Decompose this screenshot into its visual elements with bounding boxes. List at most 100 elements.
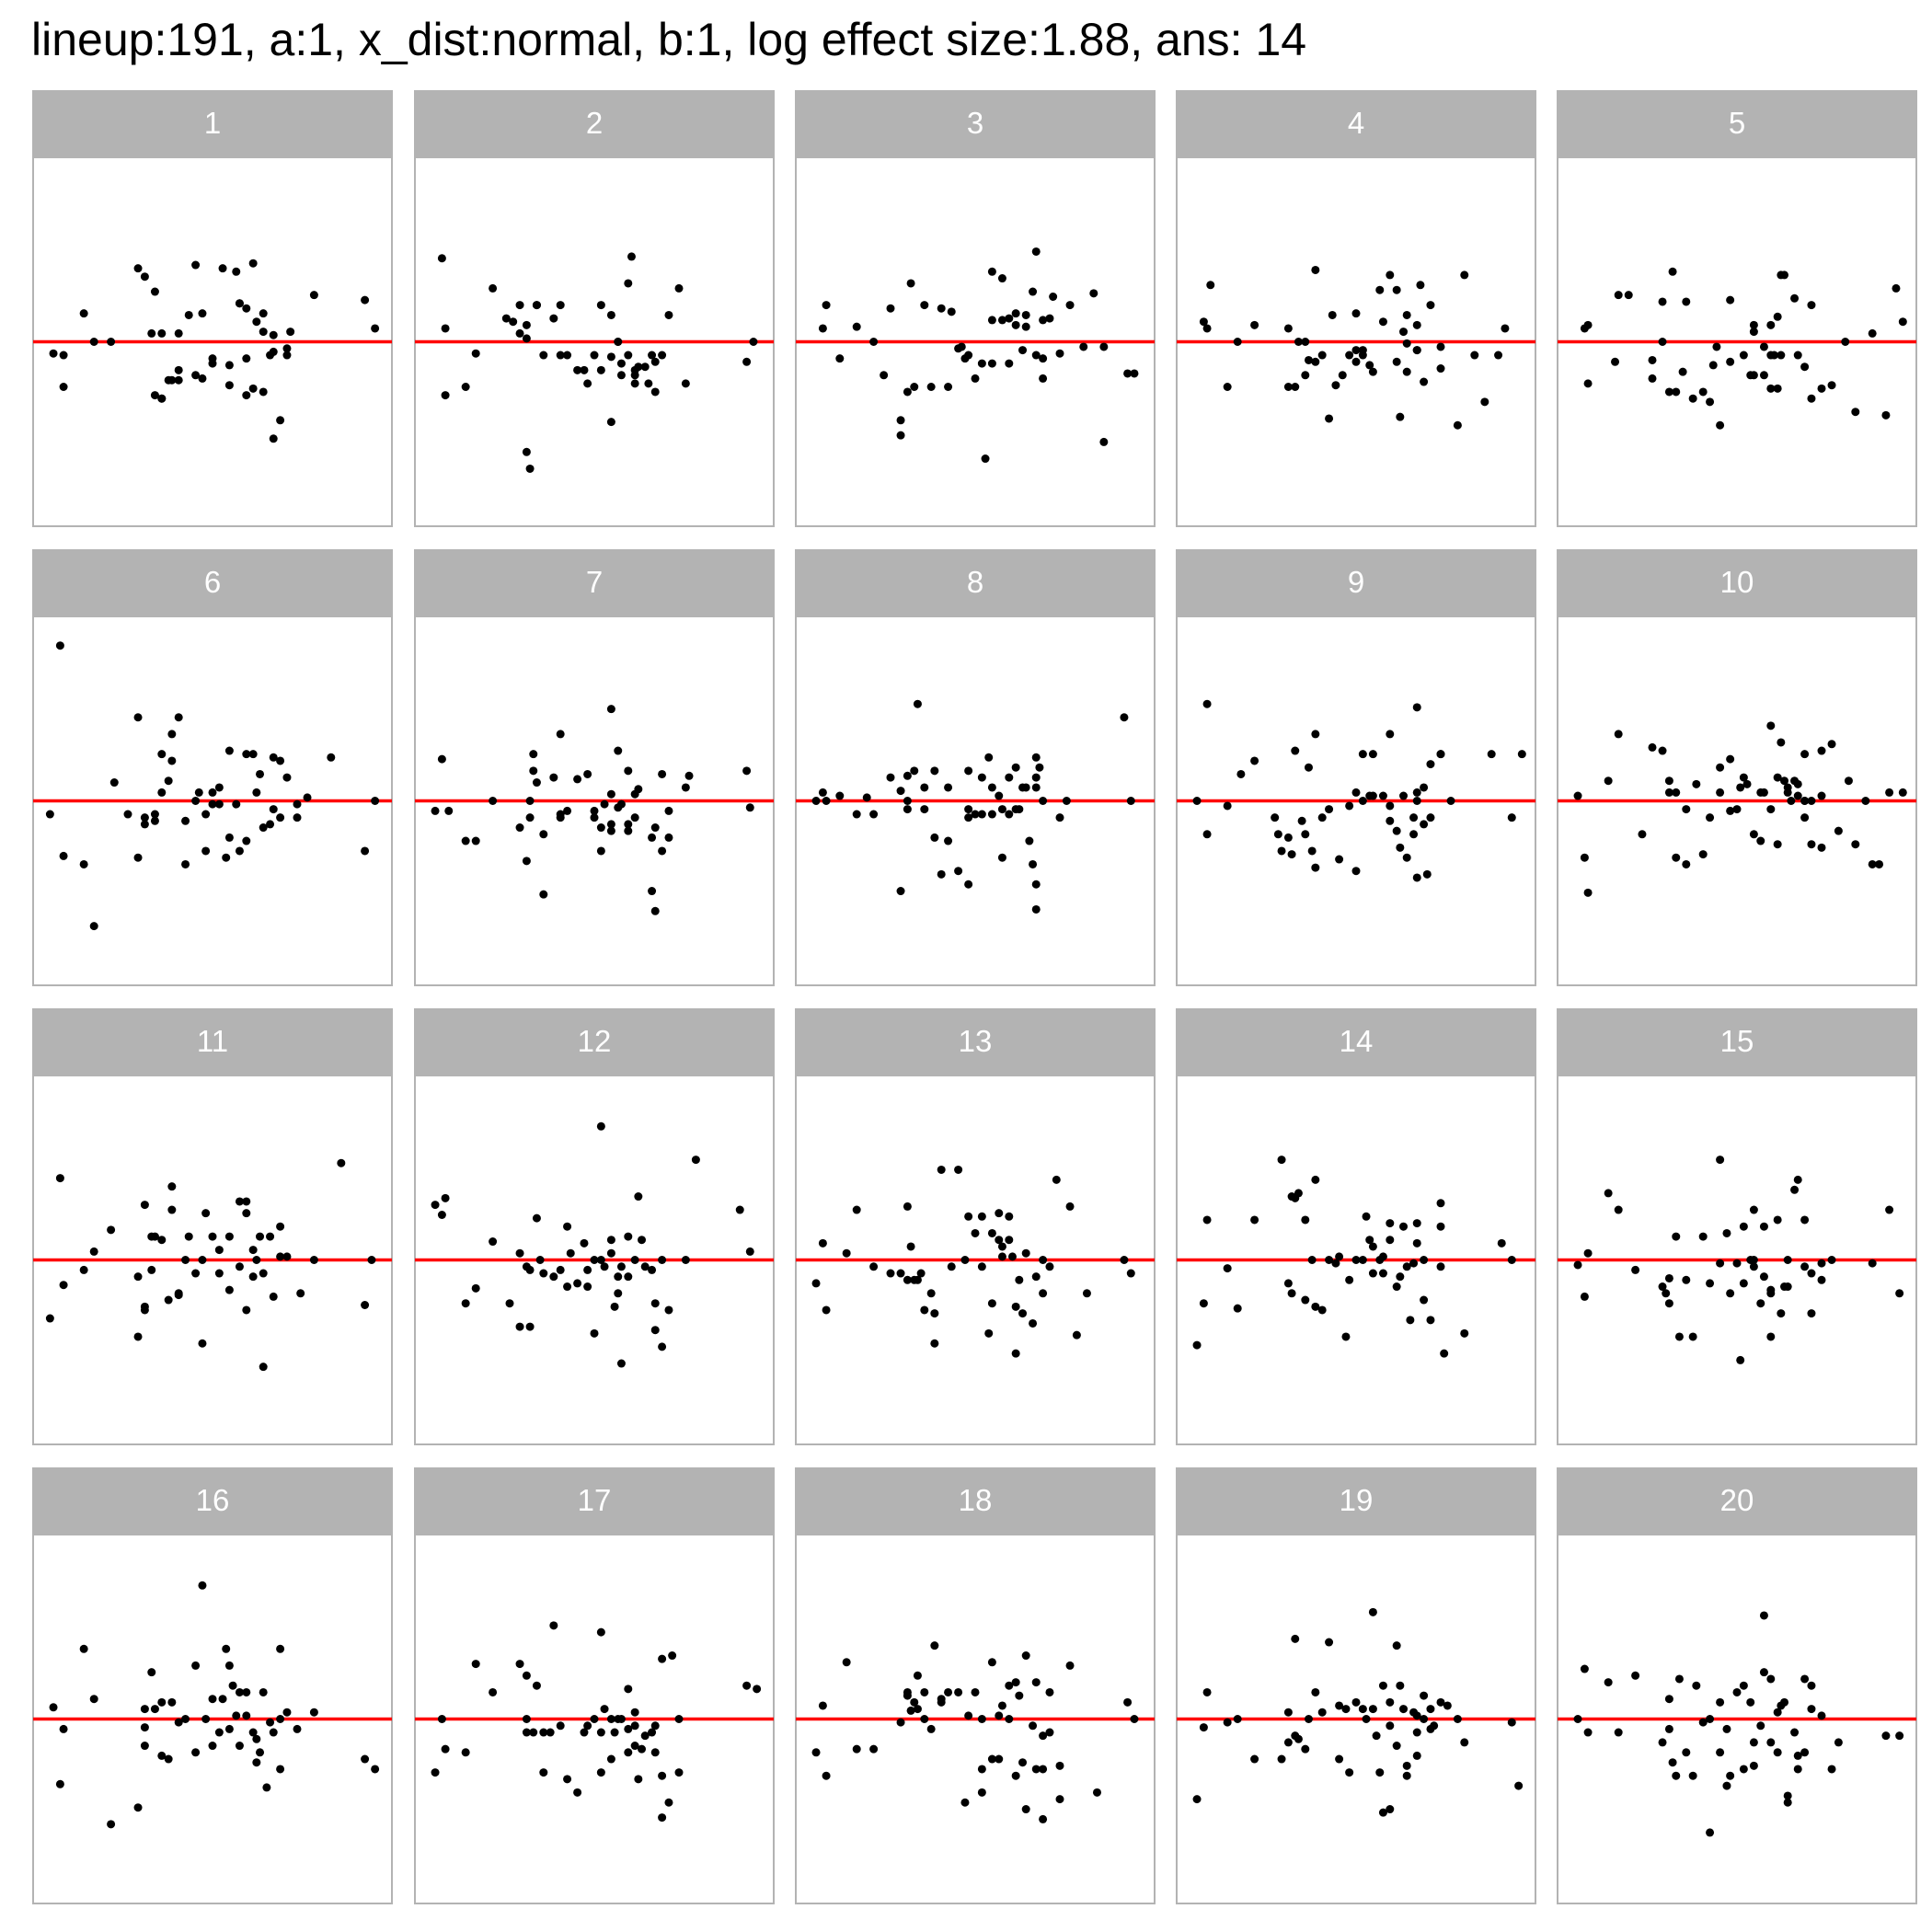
- data-point: [1514, 1781, 1524, 1790]
- data-point: [1868, 1259, 1877, 1268]
- data-point: [1250, 1215, 1259, 1225]
- data-point: [208, 1742, 217, 1751]
- data-point: [1386, 1697, 1395, 1707]
- data-point: [235, 1197, 244, 1206]
- data-point: [1005, 1236, 1014, 1245]
- data-point: [630, 1721, 639, 1731]
- data-point: [835, 354, 845, 363]
- data-point: [563, 806, 572, 815]
- data-point: [818, 788, 827, 797]
- data-point: [1392, 285, 1401, 294]
- plot-area: [1176, 1534, 1536, 1904]
- data-point: [529, 750, 538, 759]
- facet-label: 19: [1339, 1483, 1374, 1517]
- data-point: [1277, 1156, 1286, 1165]
- data-point: [1759, 342, 1768, 351]
- data-point: [1011, 1302, 1020, 1311]
- facet-panel: 19: [1176, 1467, 1536, 1904]
- data-point: [590, 806, 599, 815]
- data-point: [1029, 287, 1038, 296]
- data-point: [248, 1246, 258, 1255]
- data-point: [1658, 746, 1667, 755]
- data-point: [248, 750, 258, 759]
- data-point: [971, 810, 980, 819]
- data-point: [606, 310, 615, 319]
- data-point: [610, 1302, 619, 1311]
- data-point: [529, 766, 538, 776]
- data-point: [515, 1248, 524, 1258]
- data-point: [1800, 362, 1810, 372]
- data-point: [1716, 1156, 1725, 1165]
- data-point: [361, 295, 370, 305]
- data-point: [276, 1644, 285, 1653]
- data-point: [55, 1174, 64, 1183]
- data-point: [1368, 367, 1377, 376]
- data-point: [1236, 769, 1246, 778]
- data-point: [1335, 1701, 1344, 1710]
- data-point: [167, 756, 177, 765]
- data-point: [818, 1238, 827, 1248]
- data-point: [1273, 830, 1282, 839]
- data-point: [1294, 1734, 1303, 1743]
- data-point: [1420, 820, 1429, 829]
- data-point: [539, 830, 548, 839]
- data-point: [140, 272, 149, 282]
- data-point: [1311, 1302, 1320, 1311]
- data-point: [1517, 750, 1526, 759]
- data-point: [735, 1205, 744, 1214]
- plot-area: [1557, 156, 1917, 527]
- data-point: [489, 1237, 498, 1247]
- data-point: [371, 1765, 380, 1774]
- data-point: [1039, 1289, 1048, 1298]
- data-point: [596, 846, 605, 856]
- facet-label: 12: [577, 1024, 612, 1058]
- scatter-plot: [1176, 1075, 1536, 1445]
- data-point: [89, 922, 98, 931]
- data-point: [1807, 394, 1816, 403]
- data-point: [910, 383, 919, 392]
- facet-panel: 3: [795, 90, 1156, 527]
- data-point: [441, 1744, 450, 1754]
- data-point: [596, 1768, 605, 1777]
- data-point: [1749, 830, 1758, 839]
- data-point: [1773, 840, 1782, 849]
- data-point: [1678, 367, 1687, 376]
- data-point: [971, 1228, 980, 1237]
- data-point: [1662, 1289, 1671, 1298]
- data-point: [522, 1715, 531, 1723]
- data-point: [1126, 1269, 1135, 1278]
- facet-label: 7: [585, 565, 604, 599]
- data-point: [1716, 420, 1725, 430]
- data-point: [293, 813, 302, 822]
- data-point: [869, 338, 879, 346]
- data-point: [252, 1256, 261, 1264]
- data-point: [616, 371, 626, 380]
- data-point: [1223, 1718, 1232, 1727]
- data-point: [987, 316, 996, 325]
- data-point: [444, 806, 454, 815]
- data-point: [208, 354, 217, 363]
- data-point: [282, 1708, 292, 1717]
- facet-panel: 4: [1176, 90, 1536, 527]
- data-point: [1055, 349, 1064, 358]
- data-point: [1800, 1748, 1810, 1757]
- data-point: [49, 349, 58, 358]
- data-point: [606, 789, 615, 799]
- data-point: [1766, 384, 1776, 393]
- data-point: [1412, 1238, 1421, 1248]
- facet-panel: 1: [32, 90, 393, 527]
- data-point: [1749, 1761, 1758, 1770]
- data-point: [1688, 394, 1697, 403]
- data-point: [1807, 840, 1816, 849]
- facet-strip: 15: [1557, 1008, 1917, 1075]
- data-point: [580, 1238, 589, 1248]
- data-point: [674, 283, 684, 293]
- data-point: [1580, 853, 1589, 862]
- plot-area: [795, 615, 1156, 986]
- data-point: [822, 301, 831, 310]
- data-point: [1507, 813, 1516, 822]
- data-point: [150, 816, 159, 825]
- data-point: [256, 769, 265, 778]
- data-point: [1021, 1248, 1030, 1258]
- data-point: [1736, 783, 1745, 792]
